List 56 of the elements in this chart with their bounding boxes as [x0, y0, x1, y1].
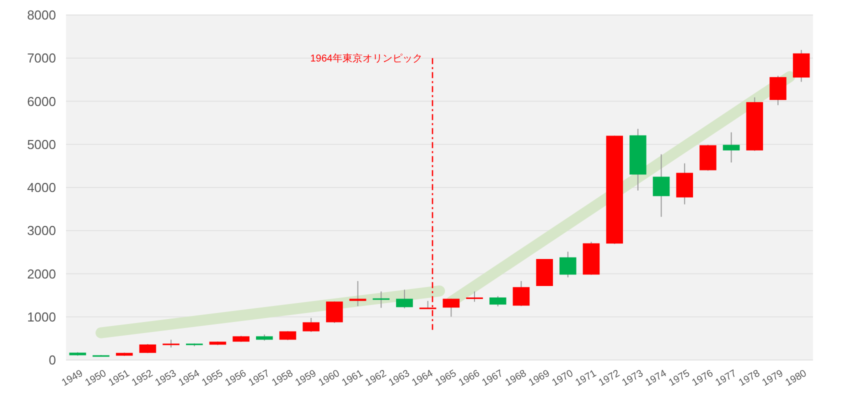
x-tick-label: 1964	[410, 368, 436, 389]
x-tick-label: 1976	[690, 368, 716, 389]
x-tick-label: 1951	[106, 368, 132, 389]
y-tick-label: 2000	[27, 266, 56, 282]
candlestick	[442, 298, 460, 318]
x-tick-label: 1950	[83, 368, 109, 389]
y-tick-label: 4000	[27, 180, 56, 196]
x-tick-label: 1966	[456, 368, 482, 389]
y-tick-label: 8000	[27, 8, 56, 23]
candlestick	[489, 296, 506, 307]
x-tick-label: 1962	[364, 368, 389, 389]
x-tick-label: 1973	[620, 368, 646, 389]
candlestick	[466, 290, 483, 302]
y-tick-label: 5000	[27, 136, 56, 152]
x-tick-label: 1975	[667, 368, 692, 389]
x-tick-label: 1979	[760, 368, 786, 389]
candlestick	[396, 289, 413, 309]
y-tick-label: 0	[48, 352, 56, 368]
x-tick-label: 1961	[340, 368, 366, 389]
x-tick-label: 1965	[434, 368, 459, 389]
x-tick-label: 1980	[784, 368, 809, 389]
x-tick-label: 1960	[316, 368, 342, 389]
y-tick-label: 3000	[27, 223, 56, 238]
x-tick-label: 1978	[737, 368, 762, 389]
x-tick-label: 1967	[480, 368, 506, 389]
x-tick-label: 1954	[176, 368, 202, 389]
x-tick-label: 1956	[224, 368, 249, 389]
y-tick-label: 7000	[27, 50, 56, 66]
x-tick-label: 1957	[246, 368, 272, 389]
x-tick-label: 1953	[154, 368, 179, 389]
candlestick	[279, 330, 296, 341]
candlestick	[652, 154, 670, 218]
candlestick	[349, 280, 366, 307]
x-tick-label: 1977	[714, 368, 739, 389]
candlestick	[512, 280, 530, 307]
candlestick	[372, 290, 390, 308]
candlestick	[722, 132, 740, 163]
ref-line-label: 1964年東京オリンピック	[310, 52, 422, 65]
x-tick-label: 1959	[294, 368, 319, 389]
candlestick	[302, 317, 320, 332]
x-tick-label: 1949	[60, 368, 86, 389]
candlestick	[770, 75, 786, 106]
y-tick-label: 1000	[27, 309, 56, 324]
x-tick-label: 1968	[504, 368, 529, 389]
x-tick-label: 1971	[574, 368, 599, 389]
x-tick-label: 1958	[270, 368, 296, 389]
x-tick-label: 1963	[386, 368, 412, 389]
y-tick-label: 6000	[27, 94, 56, 109]
x-tick-label: 1974	[644, 368, 669, 389]
x-tick-label: 1955	[200, 368, 226, 389]
candlestick	[559, 251, 576, 278]
x-tick-label: 1972	[597, 368, 622, 389]
candlestick	[326, 300, 343, 324]
x-tick-label: 1970	[550, 368, 576, 389]
x-tick-label: 1952	[130, 368, 156, 389]
x-tick-label: 1969	[527, 368, 552, 389]
